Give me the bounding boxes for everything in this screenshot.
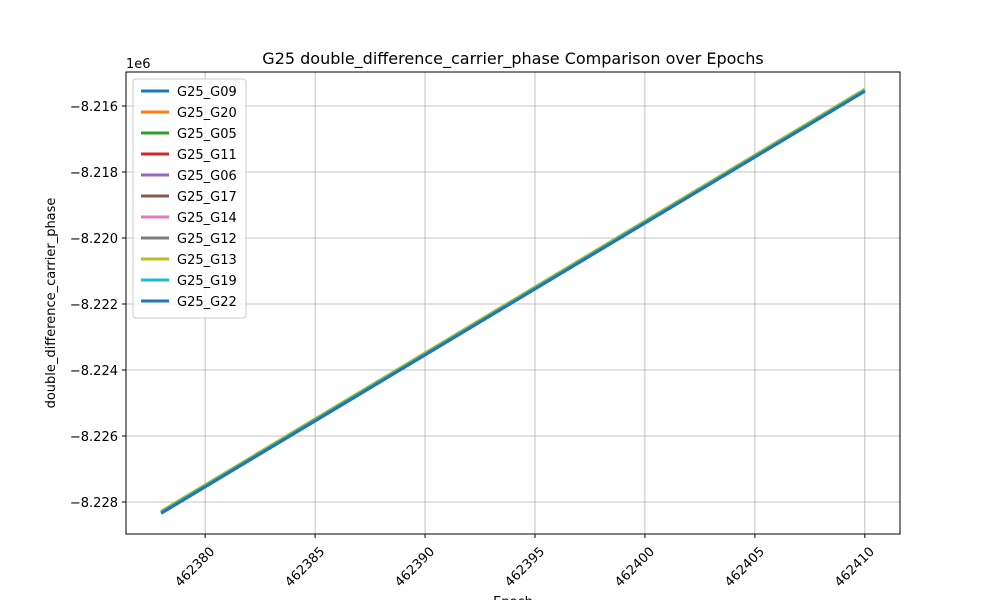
legend-label: G25_G22	[177, 295, 237, 310]
x-tick-label: 462405	[722, 544, 768, 590]
y-tick-label: −8.222	[70, 298, 118, 313]
x-axis-label: Epoch	[493, 595, 533, 600]
legend-label: G25_G17	[177, 190, 237, 205]
legend-label: G25_G14	[177, 211, 237, 226]
y-tick-label: −8.216	[70, 100, 118, 115]
legend-label: G25_G11	[177, 148, 237, 163]
chart-title: G25 double_difference_carrier_phase Comp…	[262, 49, 763, 69]
offset-text: 1e6	[126, 57, 151, 72]
legend-label: G25_G19	[177, 274, 237, 289]
y-tick-label: −8.228	[70, 496, 118, 511]
y-tick-label: −8.220	[70, 232, 118, 247]
legend-label: G25_G06	[177, 169, 237, 184]
x-tick-label: 462385	[282, 544, 328, 590]
legend-label: G25_G09	[177, 85, 237, 100]
legend-label: G25_G12	[177, 232, 237, 247]
series-line	[160, 89, 866, 515]
plot-frame	[125, 71, 901, 535]
legend-label: G25_G05	[177, 127, 237, 142]
x-tick-label: 462390	[392, 544, 438, 590]
y-axis-label: double_difference_carrier_phase	[44, 198, 59, 409]
x-tick-label: 462410	[832, 544, 878, 590]
y-tick-label: −8.226	[70, 430, 118, 445]
x-tick-label: 462400	[612, 544, 658, 590]
legend-label: G25_G13	[177, 253, 237, 268]
y-tick-label: −8.224	[70, 364, 118, 379]
y-tick-label: −8.218	[70, 166, 118, 181]
x-tick-label: 462380	[173, 544, 219, 590]
x-tick-label: 462395	[502, 544, 548, 590]
legend-label: G25_G20	[177, 106, 237, 121]
